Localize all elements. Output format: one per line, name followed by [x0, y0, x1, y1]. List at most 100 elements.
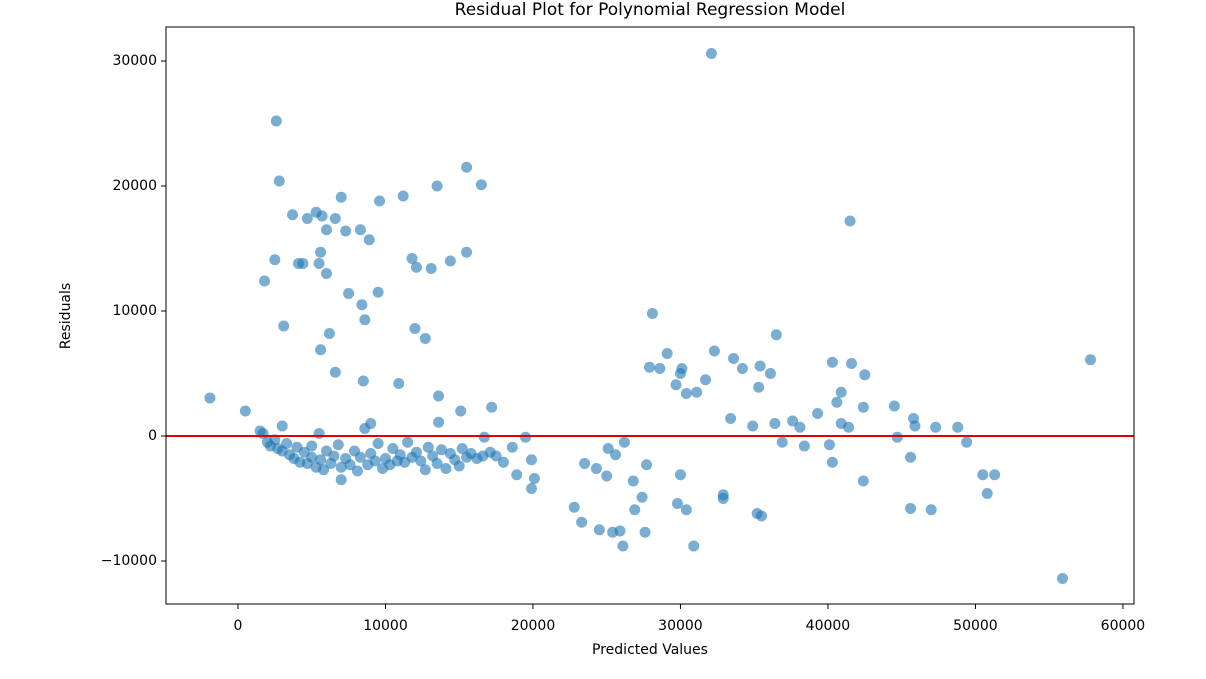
point [747, 420, 759, 432]
point [593, 524, 605, 536]
point [490, 450, 502, 462]
point [764, 368, 776, 379]
point [646, 308, 658, 319]
plot-frame [165, 26, 1135, 605]
point [315, 344, 327, 356]
point [753, 381, 765, 393]
point [614, 525, 626, 537]
point [461, 246, 473, 258]
point [431, 458, 443, 469]
point [981, 488, 993, 499]
point [688, 540, 700, 552]
point [269, 254, 281, 266]
point [618, 436, 630, 448]
point [455, 405, 467, 417]
point [354, 451, 366, 463]
x-tick-label: 10000 [363, 618, 408, 634]
point [297, 258, 309, 269]
point [306, 451, 318, 463]
point [787, 415, 799, 427]
point [680, 388, 692, 399]
point [204, 392, 216, 404]
point [320, 224, 332, 236]
point [754, 360, 766, 372]
point [525, 483, 537, 494]
point [776, 436, 788, 448]
point [372, 286, 384, 298]
point [415, 455, 427, 467]
point [406, 253, 418, 264]
point [328, 450, 340, 462]
point [365, 418, 377, 429]
point [419, 333, 431, 344]
point [643, 361, 655, 373]
point [433, 416, 445, 428]
point [525, 454, 537, 466]
point [725, 413, 737, 424]
point [315, 454, 327, 466]
point [835, 386, 847, 398]
point [506, 441, 518, 453]
point [409, 323, 421, 334]
point [486, 401, 498, 413]
point [320, 268, 332, 279]
y-tick-label: −10000 [101, 553, 157, 569]
point [335, 474, 347, 486]
point [1084, 354, 1096, 366]
point [770, 329, 782, 341]
point [891, 431, 903, 443]
point [857, 475, 869, 487]
y-tick-label: 10000 [112, 303, 157, 319]
point [617, 540, 629, 552]
point [909, 420, 921, 432]
point [402, 436, 414, 448]
y-tick-label: 0 [148, 428, 157, 444]
point [315, 246, 327, 258]
point [475, 179, 487, 191]
point [239, 405, 251, 417]
point [672, 498, 684, 509]
point [425, 263, 437, 274]
x-tick-label: 20000 [511, 618, 556, 634]
point [410, 261, 422, 273]
point [590, 463, 602, 474]
point [568, 501, 580, 513]
point [356, 299, 368, 311]
point [952, 421, 964, 433]
point [579, 458, 591, 469]
point [641, 459, 653, 471]
point [961, 436, 973, 448]
point [273, 175, 285, 187]
point [717, 493, 729, 504]
point [528, 473, 540, 484]
y-tick-label: 20000 [112, 178, 157, 194]
point [670, 379, 682, 391]
point [313, 258, 325, 269]
x-tick-label: 40000 [806, 618, 851, 634]
point [826, 356, 838, 368]
point [756, 510, 768, 522]
point [930, 421, 942, 433]
chart-title: Residual Plot for Polynomial Regression … [455, 0, 846, 20]
point [905, 503, 917, 514]
point [316, 210, 328, 222]
point [287, 209, 299, 221]
point [705, 48, 717, 59]
point [270, 115, 282, 127]
point [989, 469, 1001, 481]
point [354, 224, 366, 236]
point [728, 353, 740, 364]
point [843, 421, 855, 433]
point [680, 504, 692, 516]
point [844, 215, 856, 227]
point [393, 378, 405, 389]
point [329, 213, 341, 224]
point [977, 469, 989, 481]
point [323, 328, 335, 339]
point [823, 439, 835, 451]
point [654, 363, 666, 374]
point [629, 504, 641, 516]
point [925, 504, 937, 516]
point [351, 465, 363, 477]
point [602, 443, 614, 454]
